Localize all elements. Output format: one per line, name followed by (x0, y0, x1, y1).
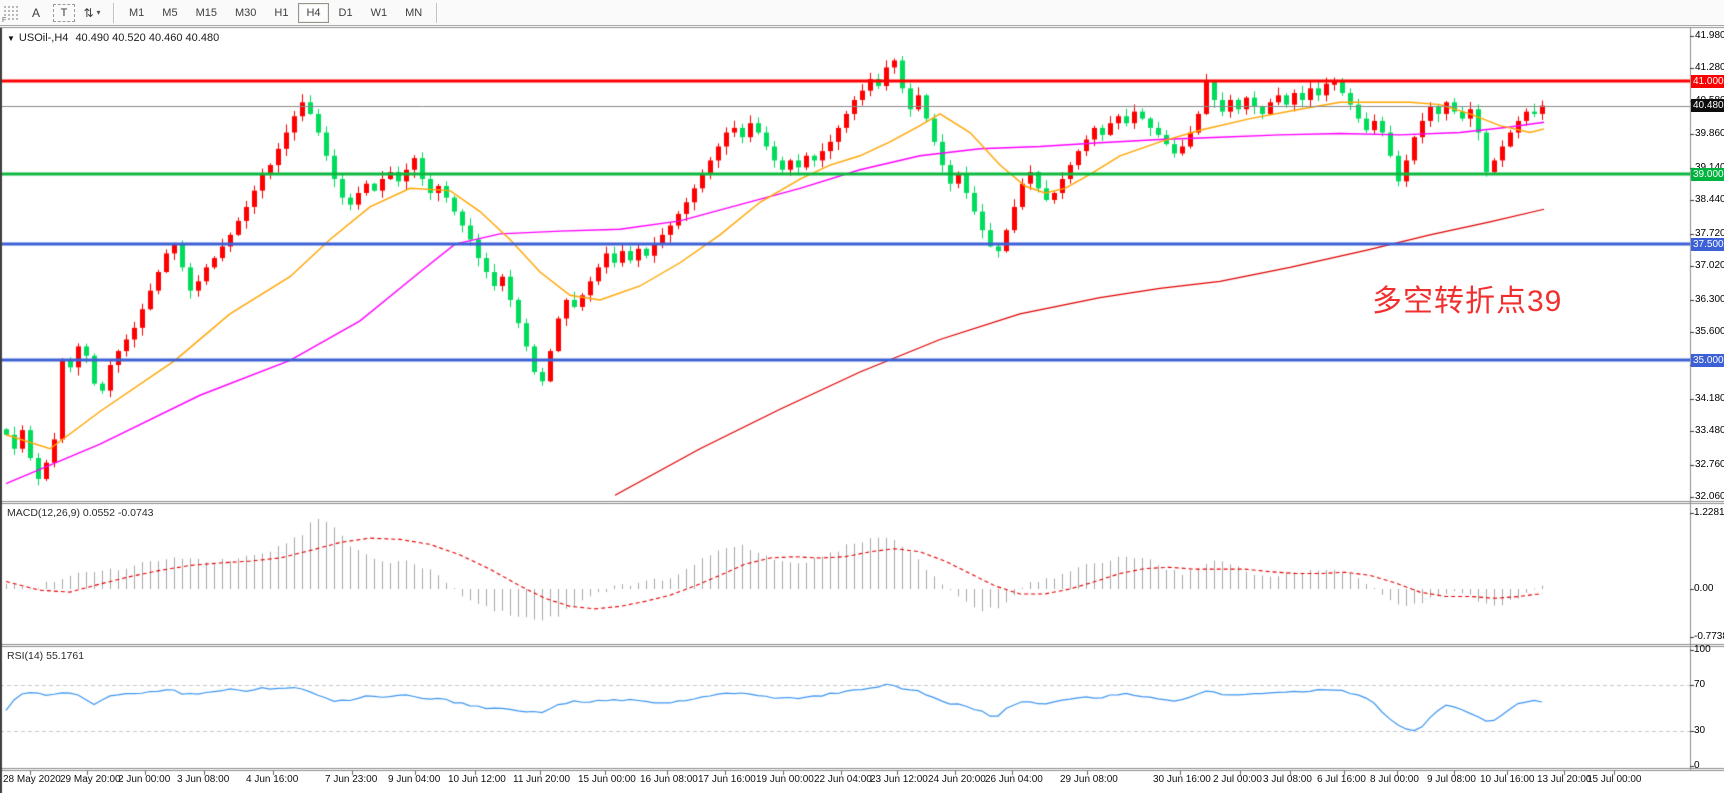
time-axis-label: 16 Jun 08:00 (640, 774, 698, 785)
time-axis-label: 17 Jun 16:00 (698, 774, 756, 785)
price-level-badge: 35.000 (1691, 353, 1724, 367)
time-axis-label: 29 Jun 08:00 (1060, 774, 1118, 785)
price-level-badge: 40.480 (1691, 99, 1724, 113)
time-axis-label: 30 Jun 16:00 (1153, 774, 1211, 785)
price-tick-label: 32.060 (1695, 491, 1724, 503)
time-axis-label: 9 Jul 08:00 (1427, 774, 1476, 785)
rsi-axis-label: 70 (1694, 678, 1706, 690)
price-tick-label: 34.180 (1695, 392, 1724, 404)
price-tick-label: 37.720 (1695, 227, 1724, 239)
price-tick-label: 35.600 (1695, 326, 1724, 338)
price-tick-label: 39.140 (1695, 162, 1724, 173)
chart-title: ▼ USOil-,H4 40.490 40.520 40.460 40.480 (7, 32, 219, 44)
time-axis-label: 29 May 20:00 (60, 774, 121, 785)
time-axis-label: 26 Jun 04:00 (985, 774, 1043, 785)
price-tick-label: 36.300 (1695, 293, 1724, 305)
price-tick-label: 41.980 (1695, 29, 1724, 41)
time-axis-label: 19 Jun 00:00 (756, 774, 814, 785)
time-axis-label: 11 Jun 20:00 (513, 774, 571, 785)
chart-symbol-period: USOil-,H4 (18, 32, 69, 44)
time-axis-label: 15 Jul 00:00 (1587, 774, 1642, 785)
time-axis-label: 3 Jun 08:00 (177, 774, 230, 785)
time-axis-label: 23 Jun 12:00 (870, 774, 928, 785)
rsi-axis-label: 30 (1694, 725, 1706, 737)
rsi-name: RSI(14) (7, 650, 44, 662)
price-axis[interactable]: 41.98041.28040.58039.86039.14038.44037.7… (1690, 28, 1724, 771)
time-axis-label: 2 Jul 00:00 (1213, 774, 1262, 785)
time-axis-label: 3 Jul 08:00 (1263, 774, 1312, 785)
time-axis-label: 2 Jun 00:00 (118, 774, 171, 785)
price-level-badge: 37.500 (1691, 237, 1724, 251)
time-axis-label: 22 Jun 04:00 (814, 774, 872, 785)
price-level-badge: 39.000 (1691, 167, 1724, 181)
time-axis-label: 13 Jul 20:00 (1537, 774, 1592, 785)
time-axis-label: 15 Jun 00:00 (578, 774, 636, 785)
macd-axis-label: -0.7738 (1694, 630, 1724, 642)
collapse-triangle-icon[interactable]: ▼ (7, 34, 15, 43)
time-axis-label: 28 May 2020 (3, 774, 61, 785)
time-axis-label: 6 Jul 16:00 (1317, 774, 1366, 785)
price-tick-label: 39.860 (1695, 128, 1724, 140)
price-tick-label: 41.280 (1695, 62, 1724, 74)
time-axis-label: 4 Jun 16:00 (246, 774, 299, 785)
time-axis[interactable]: 28 May 2020 29 May 20:00 2 Jun 00:00 3 Jun … (0, 771, 1690, 793)
macd-values: 0.0552 -0.0743 (82, 507, 154, 519)
time-axis-label: 10 Jun 12:00 (448, 774, 506, 785)
chart-annotation-text[interactable]: 多空转折点39 (1372, 285, 1563, 318)
price-tick-label: 33.480 (1695, 425, 1724, 437)
price-tick-label: 37.020 (1695, 260, 1724, 272)
macd-axis-label: 0.00 (1694, 583, 1714, 594)
chart-ohlc-values: 40.490 40.520 40.460 40.480 (75, 32, 220, 44)
macd-axis-label: 1.2281 (1694, 506, 1724, 518)
rsi-axis-label: 100 (1694, 644, 1711, 655)
price-tick-label: 32.760 (1695, 458, 1724, 470)
time-axis-label: 9 Jun 04:00 (388, 774, 441, 785)
rsi-value: 55.1761 (46, 650, 85, 662)
rsi-indicator-label: RSI(14) 55.1761 (7, 650, 84, 662)
macd-indicator-label: MACD(12,26,9) 0.0552 -0.0743 (7, 507, 154, 519)
time-axis-label: 10 Jul 16:00 (1480, 774, 1535, 785)
macd-name: MACD(12,26,9) (7, 507, 80, 519)
time-axis-label: 8 Jul 00:00 (1370, 774, 1419, 785)
price-tick-label: 38.440 (1695, 194, 1724, 206)
time-axis-label: 7 Jun 23:00 (325, 774, 378, 785)
price-level-badge: 41.000 (1691, 74, 1724, 88)
time-axis-label: 24 Jun 20:00 (928, 774, 986, 785)
rsi-axis-label: 0 (1694, 760, 1700, 771)
